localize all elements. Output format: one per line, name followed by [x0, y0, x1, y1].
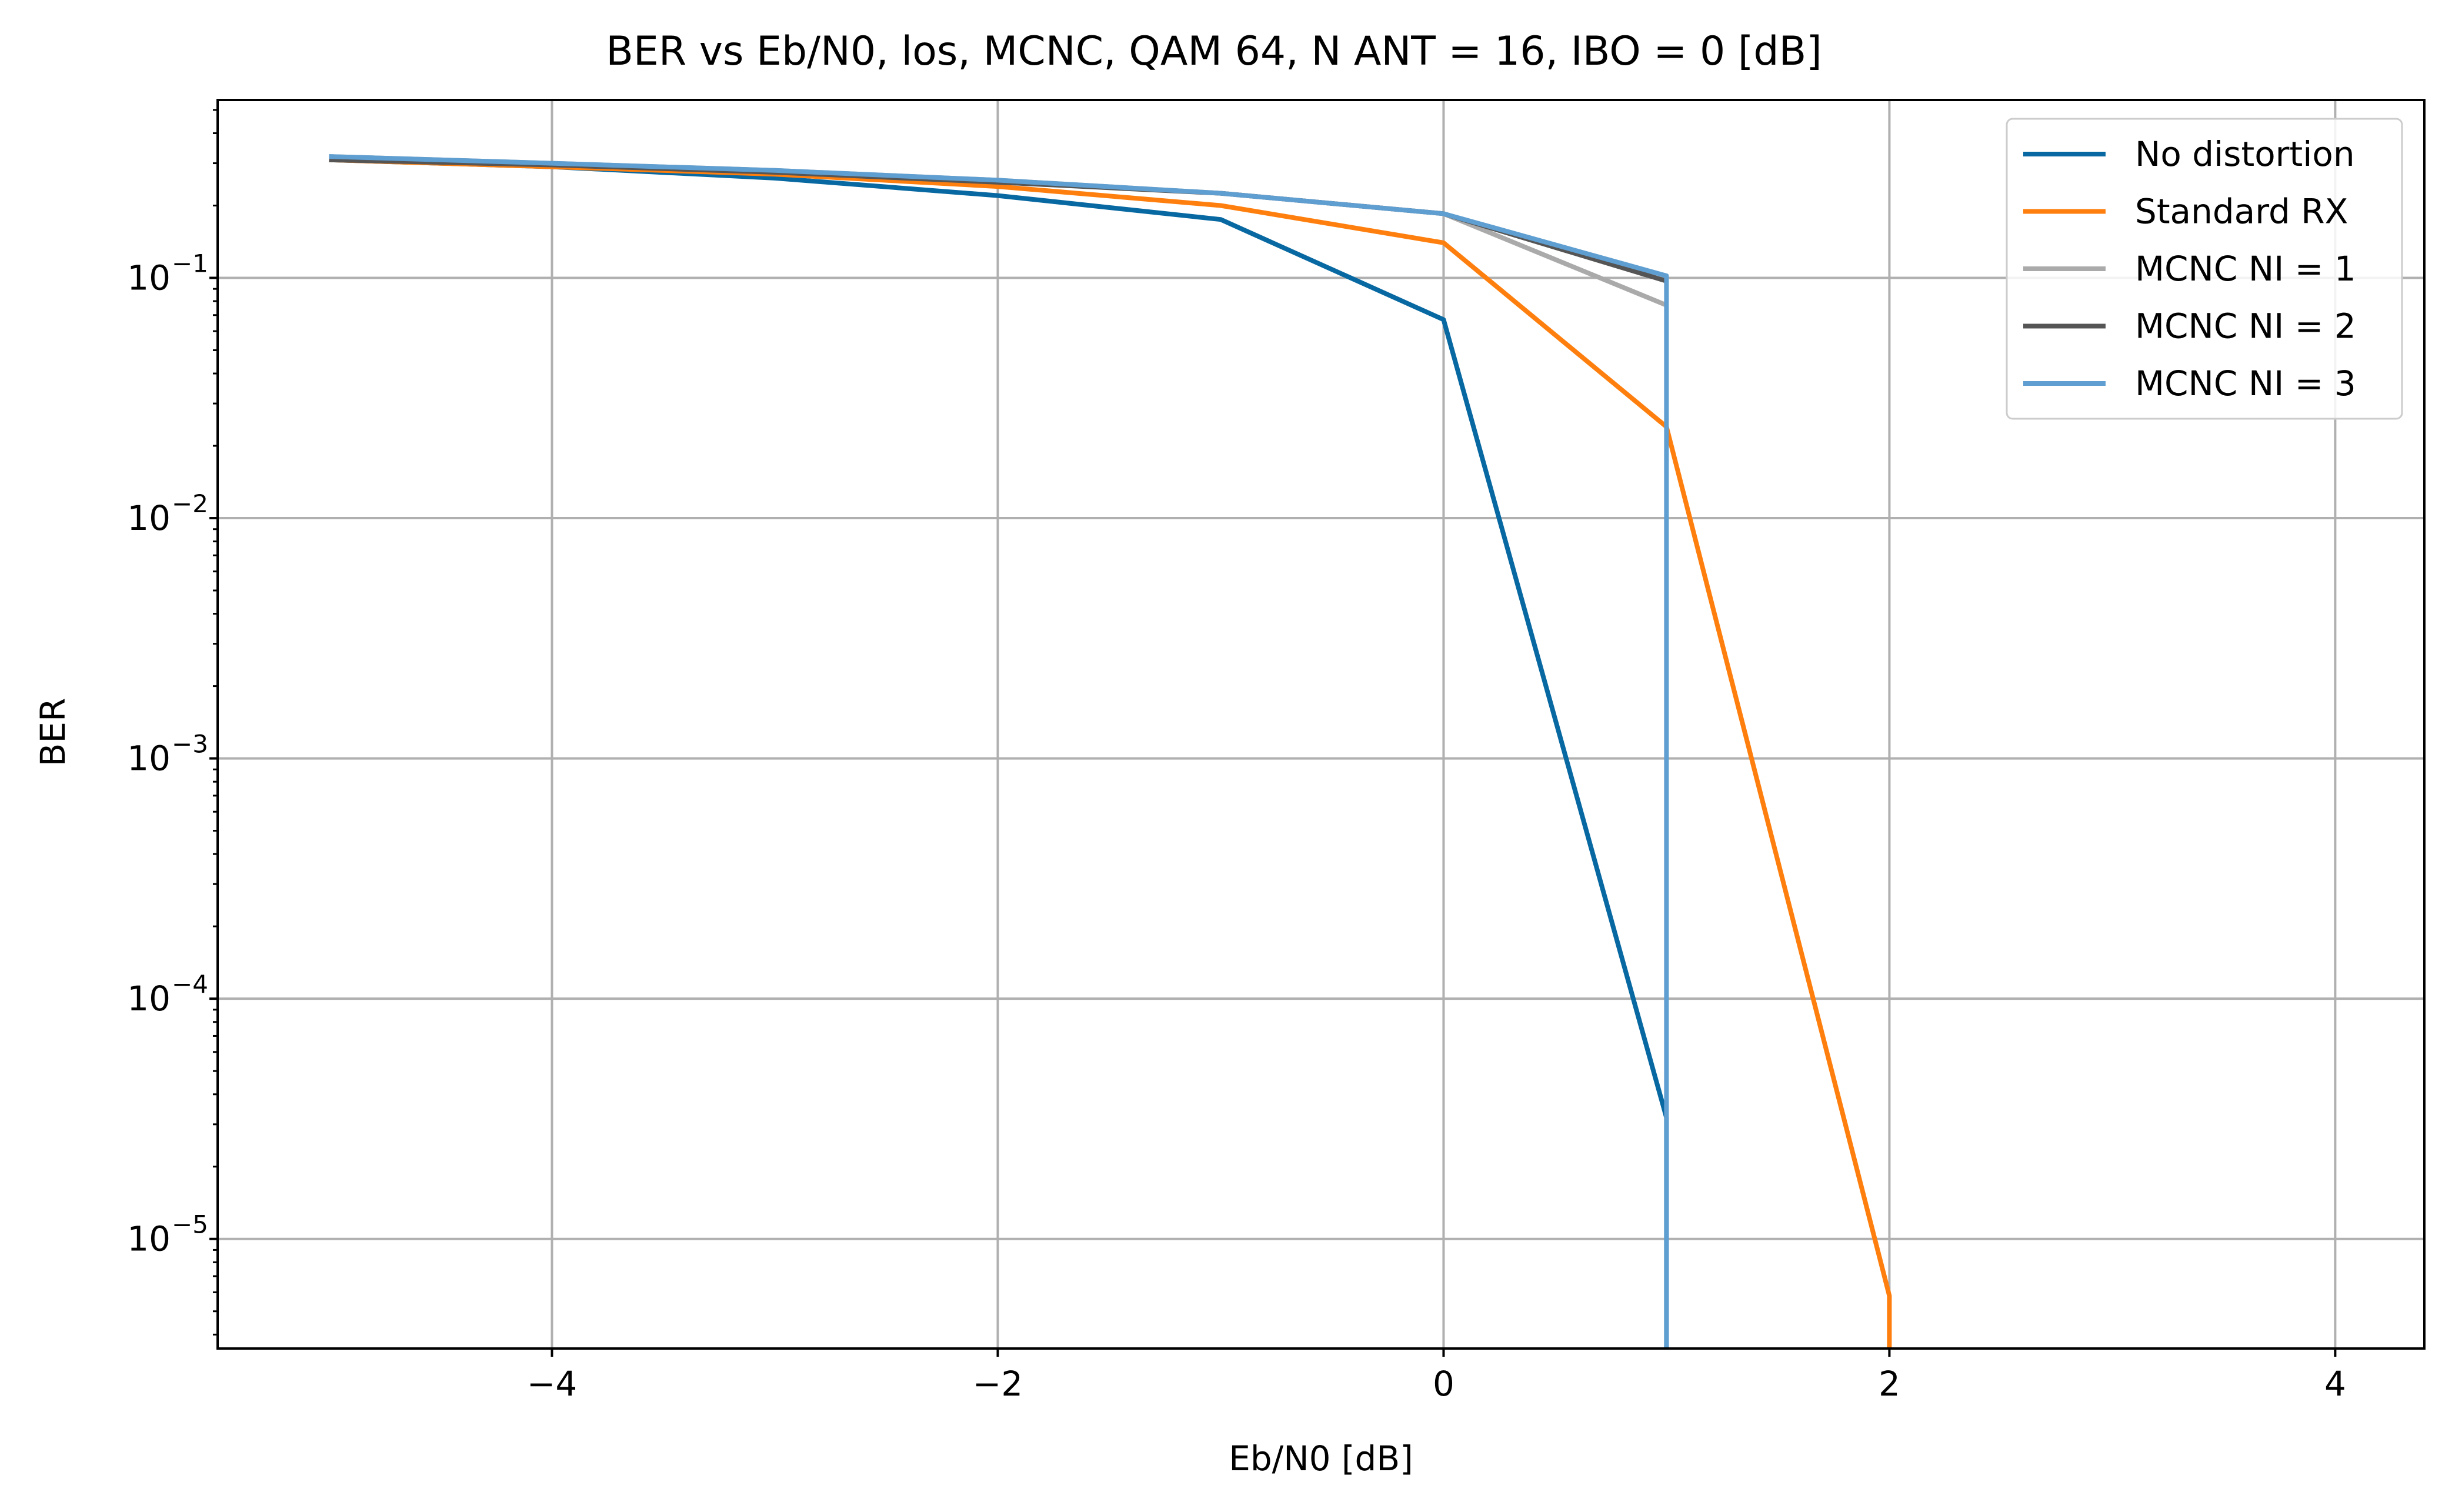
y-tick-exponent: −2	[172, 489, 208, 518]
x-axis-label: Eb/N0 [dB]	[1229, 1438, 1413, 1478]
y-tick-label: 10	[127, 1219, 171, 1259]
y-tick-base: 10	[127, 498, 171, 538]
legend-entries: No distortion Standard RX MCNC NI = 1 MCNC …	[2023, 134, 2356, 403]
series-lines	[329, 154, 1892, 1349]
y-tick-label: 10	[127, 979, 171, 1019]
grid-lines	[218, 100, 2424, 1349]
legend-label: MCNC NI = 2	[2135, 306, 2356, 346]
y-axis-ticks: 10−110−210−310−410−5	[127, 249, 218, 1259]
y-tick-exponent: −5	[172, 1210, 208, 1239]
y-tick-label: 10	[127, 258, 171, 298]
x-tick-label: −2	[973, 1364, 1023, 1404]
x-tick-label: −4	[527, 1364, 578, 1404]
series-line-5	[329, 154, 1669, 1349]
legend: No distortion Standard RX MCNC NI = 1 MCNC …	[2006, 118, 2403, 420]
y-axis-label: BER	[33, 698, 73, 767]
plot-frame	[216, 99, 2426, 1350]
legend-label: MCNC NI = 1	[2135, 249, 2356, 289]
legend-label: Standard RX	[2135, 192, 2348, 232]
y-tick-base: 10	[127, 258, 171, 298]
y-tick-label: 10	[127, 498, 171, 538]
legend-label: No distortion	[2135, 134, 2355, 174]
chart-title: BER vs Eb/N0, los, MCNC, QAM 64, N ANT =…	[606, 28, 1822, 75]
x-axis-ticks: −4 −2 0 2 4	[527, 1349, 2346, 1404]
y-tick-base: 10	[127, 979, 171, 1019]
legend-label: MCNC NI = 3	[2135, 363, 2356, 403]
x-tick-label: 4	[2324, 1364, 2346, 1404]
y-tick-base: 10	[127, 1219, 171, 1259]
y-tick-exponent: −4	[172, 970, 208, 999]
y-tick-exponent: −1	[172, 249, 208, 278]
y-tick-label: 10	[127, 739, 171, 779]
x-tick-label: 0	[1433, 1364, 1454, 1404]
y-tick-base: 10	[127, 739, 171, 779]
x-tick-label: 2	[1879, 1364, 1900, 1404]
y-tick-exponent: −3	[172, 730, 208, 759]
legend-box	[2006, 118, 2403, 420]
